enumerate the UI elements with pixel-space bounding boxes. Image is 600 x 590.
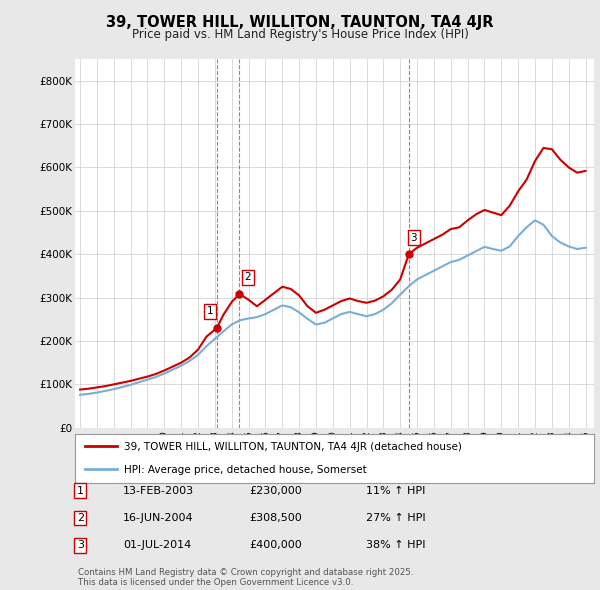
- Text: 01-JUL-2014: 01-JUL-2014: [123, 540, 191, 550]
- Text: HPI: Average price, detached house, Somerset: HPI: Average price, detached house, Some…: [124, 464, 367, 474]
- Text: 3: 3: [410, 232, 417, 242]
- Text: 38% ↑ HPI: 38% ↑ HPI: [366, 540, 425, 550]
- Text: 1: 1: [207, 306, 214, 316]
- Text: 1: 1: [77, 486, 84, 496]
- Text: Contains HM Land Registry data © Crown copyright and database right 2025.
This d: Contains HM Land Registry data © Crown c…: [78, 568, 413, 587]
- Text: 2: 2: [245, 273, 251, 283]
- Text: 39, TOWER HILL, WILLITON, TAUNTON, TA4 4JR: 39, TOWER HILL, WILLITON, TAUNTON, TA4 4…: [106, 15, 494, 30]
- Text: 11% ↑ HPI: 11% ↑ HPI: [366, 486, 425, 496]
- Text: £230,000: £230,000: [249, 486, 302, 496]
- Text: 13-FEB-2003: 13-FEB-2003: [123, 486, 194, 496]
- Text: 2: 2: [77, 513, 84, 523]
- Text: £400,000: £400,000: [249, 540, 302, 550]
- Text: 3: 3: [77, 540, 84, 550]
- Text: £308,500: £308,500: [249, 513, 302, 523]
- Text: Price paid vs. HM Land Registry's House Price Index (HPI): Price paid vs. HM Land Registry's House …: [131, 28, 469, 41]
- Text: 39, TOWER HILL, WILLITON, TAUNTON, TA4 4JR (detached house): 39, TOWER HILL, WILLITON, TAUNTON, TA4 4…: [124, 442, 462, 452]
- Text: 16-JUN-2004: 16-JUN-2004: [123, 513, 194, 523]
- Text: 27% ↑ HPI: 27% ↑ HPI: [366, 513, 425, 523]
